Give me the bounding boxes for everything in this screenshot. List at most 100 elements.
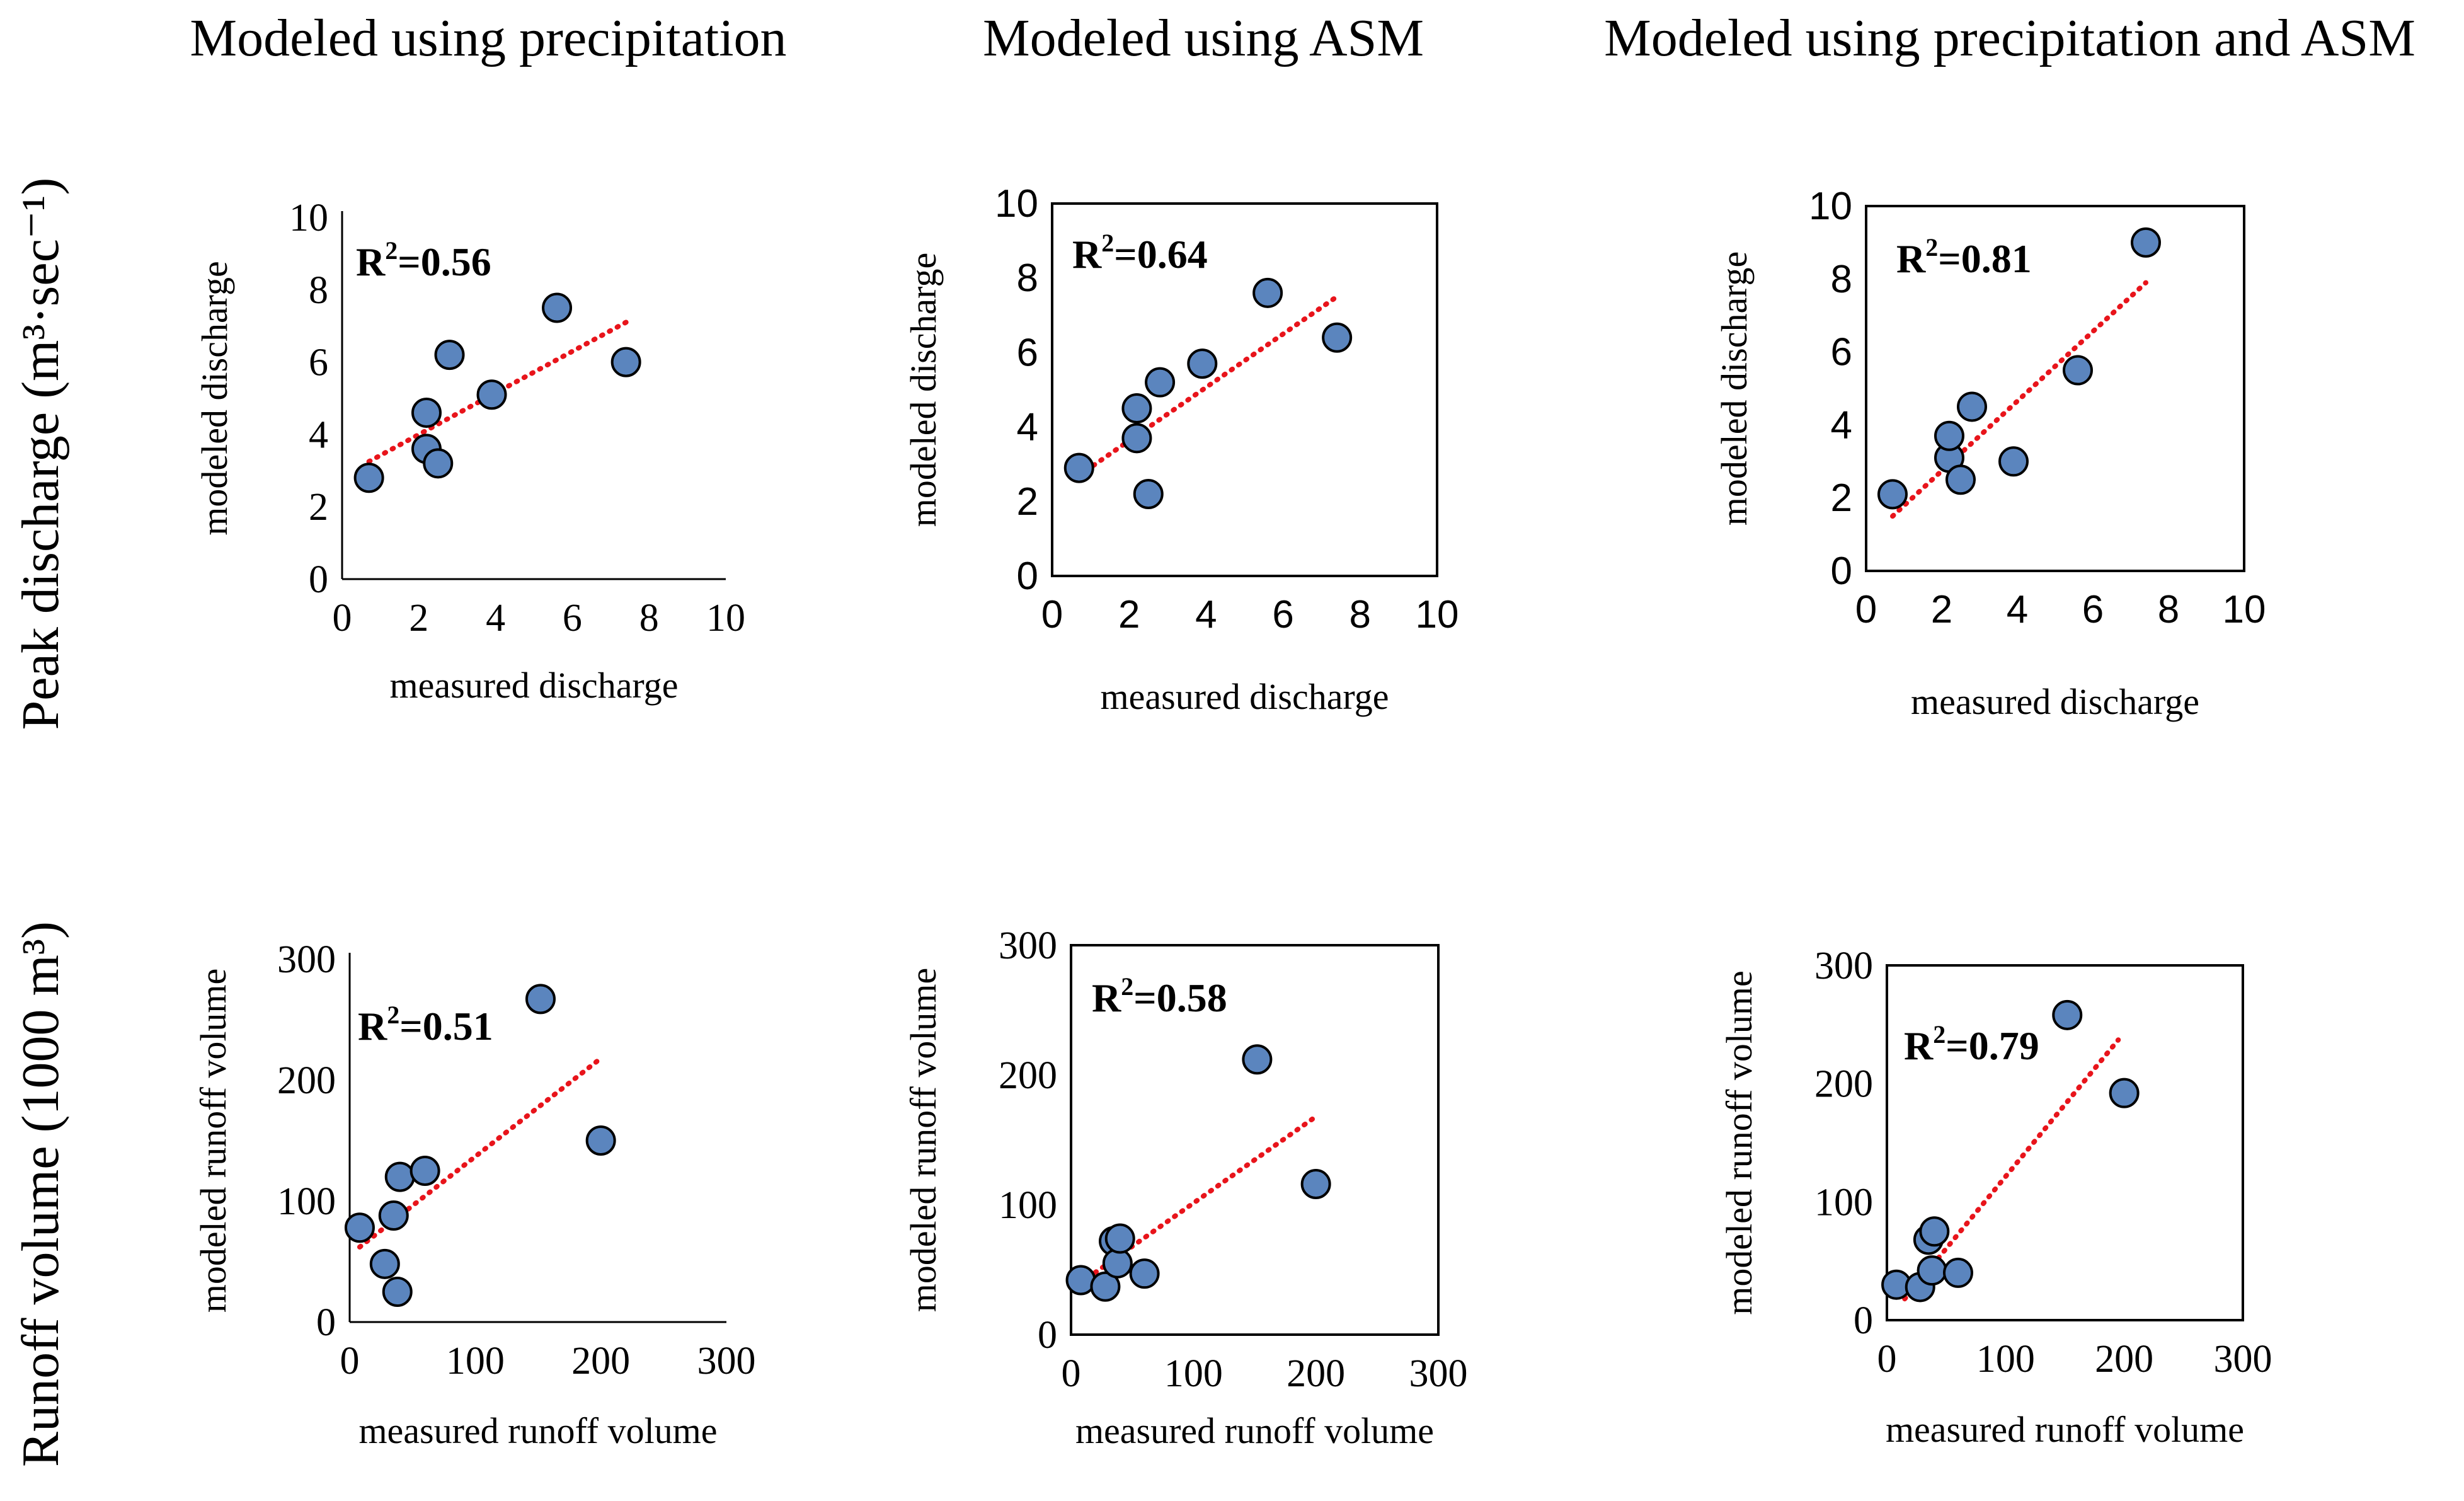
- chart-1-x-tick-label: 0: [333, 597, 352, 640]
- chart-4-r-squared-label: R2=0.51: [358, 1001, 493, 1049]
- chart-2-data-point: [1063, 452, 1094, 483]
- chart-3-data-point: [1945, 464, 1976, 495]
- chart-4-x-tick-label: 300: [697, 1340, 756, 1383]
- chart-2-y-tick-label: 6: [1017, 331, 1038, 374]
- chart-1-y-tick-label: 2: [309, 486, 328, 529]
- chart-3-data-point: [1957, 391, 1987, 422]
- chart-3-y-axis-label: modeled discharge: [1714, 251, 1755, 526]
- chart-3-y-tick-label: 2: [1831, 476, 1852, 520]
- chart-1-x-tick-label: 2: [409, 597, 428, 640]
- chart-4-y-tick-label: 100: [277, 1180, 336, 1223]
- chart-2-x-tick-label: 4: [1195, 593, 1217, 636]
- chart-2-y-tick-label: 4: [1017, 406, 1038, 449]
- chart-1-y-axis-label: modeled discharge: [194, 261, 235, 535]
- chart-4-y-axis-label: modeled runoff volume: [193, 969, 234, 1313]
- chart-3-data-point: [1998, 446, 2029, 477]
- chart-2-data-point: [1322, 322, 1353, 353]
- chart-1-x-tick-label: 10: [706, 597, 745, 640]
- chart-3-x-tick-label: 2: [1931, 588, 1952, 631]
- chart-5-data-point: [1242, 1044, 1273, 1075]
- chart-4-data-point: [378, 1200, 409, 1231]
- chart-2-data-point: [1145, 367, 1176, 398]
- chart-3-y-tick-label: 4: [1831, 403, 1852, 447]
- chart-1-y-tick-label: 6: [309, 342, 328, 384]
- chart-3-data-point: [2063, 355, 2093, 386]
- chart-5-x-axis-label: measured runoff volume: [1075, 1410, 1434, 1451]
- chart-6-data-point: [1943, 1257, 1973, 1288]
- chart-3-y-tick-label: 6: [1831, 331, 1852, 374]
- chart-3-data-point: [1877, 479, 1908, 510]
- chart-1-data-point: [542, 292, 573, 323]
- chart-peak-discharge-asm: 0 2 4 6 8 10 0 2 4 6 8 10 measured discharge modeled …: [903, 182, 1458, 717]
- chart-3-x-tick-label: 10: [2223, 588, 2266, 631]
- chart-3-y-tick-label: 8: [1831, 258, 1852, 301]
- chart-2-x-tick-label: 8: [1349, 593, 1371, 636]
- chart-6-y-tick-label: 100: [1814, 1181, 1873, 1224]
- chart-3-data-point: [1934, 420, 1964, 451]
- chart-4-data-point: [382, 1277, 413, 1307]
- chart-6-y-tick-label: 0: [1854, 1299, 1873, 1342]
- column-title-precipitation: Modeled using precipitation: [190, 9, 786, 67]
- chart-3-trendline: [1890, 280, 2148, 519]
- chart-4-data-point: [585, 1125, 616, 1156]
- chart-2-data-point: [1121, 393, 1152, 424]
- chart-5-r-squared-label: R2=0.58: [1092, 972, 1227, 1020]
- chart-2-trendline: [1076, 294, 1340, 478]
- chart-2-x-tick-label: 10: [1416, 593, 1459, 636]
- chart-3-y-tick-label: 10: [1809, 185, 1852, 228]
- chart-6-x-tick-label: 0: [1877, 1338, 1897, 1381]
- chart-1-data-point: [353, 463, 384, 493]
- chart-3-x-tick-label: 0: [1855, 588, 1877, 631]
- chart-3-x-tick-label: 8: [2158, 588, 2179, 631]
- chart-3-plot-frame: [1865, 205, 2245, 572]
- chart-runoff-volume-asm: 0 100 200 300 0 100 200 300 measured runoff volu…: [903, 924, 1468, 1451]
- chart-4-x-tick-label: 200: [571, 1340, 630, 1383]
- chart-2-y-tick-label: 0: [1017, 555, 1038, 598]
- chart-2-plot-frame: [1051, 202, 1438, 577]
- chart-6-y-axis-label: modeled runoff volume: [1719, 970, 1760, 1315]
- chart-3-data-point: [2131, 227, 2161, 258]
- chart-6-y-tick-label: 300: [1814, 945, 1873, 987]
- chart-4-x-tick-label: 100: [446, 1340, 505, 1383]
- chart-1-x-tick-label: 8: [639, 597, 659, 640]
- chart-4-data-point: [369, 1248, 400, 1279]
- chart-5-trendline: [1078, 1113, 1319, 1285]
- chart-5-y-tick-label: 0: [1038, 1314, 1057, 1357]
- chart-5-y-tick-label: 100: [999, 1184, 1057, 1227]
- chart-3-y-tick-label: 0: [1831, 549, 1852, 593]
- chart-6-y-tick-label: 200: [1814, 1063, 1873, 1106]
- chart-2-data-point: [1187, 348, 1218, 379]
- chart-1-y-tick-label: 4: [309, 413, 328, 456]
- column-title-precipitation-asm: Modeled using precipitation and ASM: [1604, 9, 2415, 67]
- chart-6-plot-frame: [1886, 964, 2244, 1321]
- chart-2-data-point: [1133, 478, 1164, 509]
- chart-6-data-point: [1917, 1255, 1947, 1286]
- chart-4-y-tick-label: 0: [316, 1301, 336, 1344]
- chart-6-x-tick-label: 300: [2214, 1338, 2272, 1381]
- chart-4-data-point: [384, 1161, 415, 1192]
- chart-5-data-point: [1102, 1248, 1133, 1279]
- chart-runoff-volume-precipitation: 0 100 200 300 0 100 200 300 measured runoff volu…: [193, 938, 756, 1451]
- chart-2-y-tick-label: 2: [1017, 480, 1038, 524]
- chart-5-y-tick-label: 300: [999, 924, 1057, 967]
- chart-1-x-tick-label: 4: [486, 597, 505, 640]
- chart-2-x-axis-label: measured discharge: [1101, 676, 1389, 717]
- chart-2-x-tick-label: 2: [1118, 593, 1140, 636]
- chart-4-x-axis-label: measured runoff volume: [358, 1410, 717, 1451]
- chart-1-x-axis-label: measured discharge: [390, 665, 679, 706]
- chart-1-y-tick-label: 10: [289, 197, 328, 239]
- chart-6-data-point: [2052, 999, 2083, 1030]
- chart-5-x-tick-label: 100: [1164, 1352, 1223, 1395]
- chart-5-y-axis-label: modeled runoff volume: [903, 968, 944, 1313]
- chart-1-data-point: [411, 397, 442, 428]
- chart-3-r-squared-label: R2=0.81: [1896, 233, 2032, 281]
- chart-5-plot-frame: [1070, 944, 1440, 1336]
- chart-2-x-tick-label: 0: [1041, 593, 1063, 636]
- chart-2-data-point: [1252, 277, 1283, 308]
- chart-5-x-tick-label: 200: [1286, 1352, 1345, 1395]
- chart-6-trendline: [1902, 1037, 2121, 1302]
- chart-2-x-tick-label: 6: [1272, 593, 1293, 636]
- chart-4-y-tick-label: 200: [277, 1059, 336, 1102]
- chart-2-data-point: [1121, 423, 1152, 454]
